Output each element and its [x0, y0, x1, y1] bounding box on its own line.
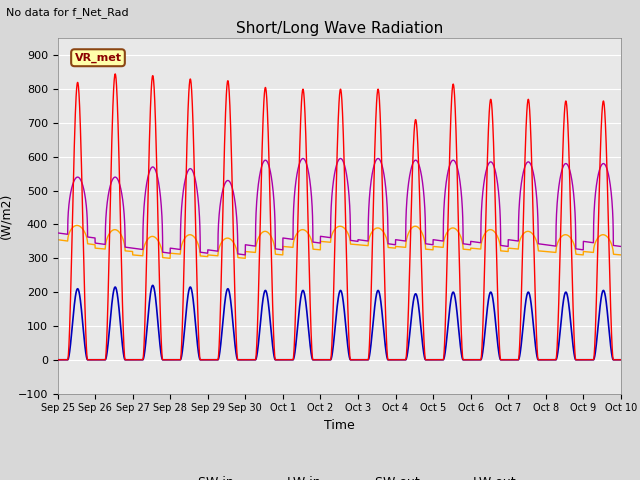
Text: VR_met: VR_met — [74, 53, 122, 63]
Legend: SW in, LW in, SW out, LW out: SW in, LW in, SW out, LW out — [157, 471, 521, 480]
Y-axis label: (W/m2): (W/m2) — [0, 193, 12, 239]
X-axis label: Time: Time — [324, 419, 355, 432]
Text: No data for f_Net_Rad: No data for f_Net_Rad — [6, 7, 129, 18]
Title: Short/Long Wave Radiation: Short/Long Wave Radiation — [236, 21, 443, 36]
